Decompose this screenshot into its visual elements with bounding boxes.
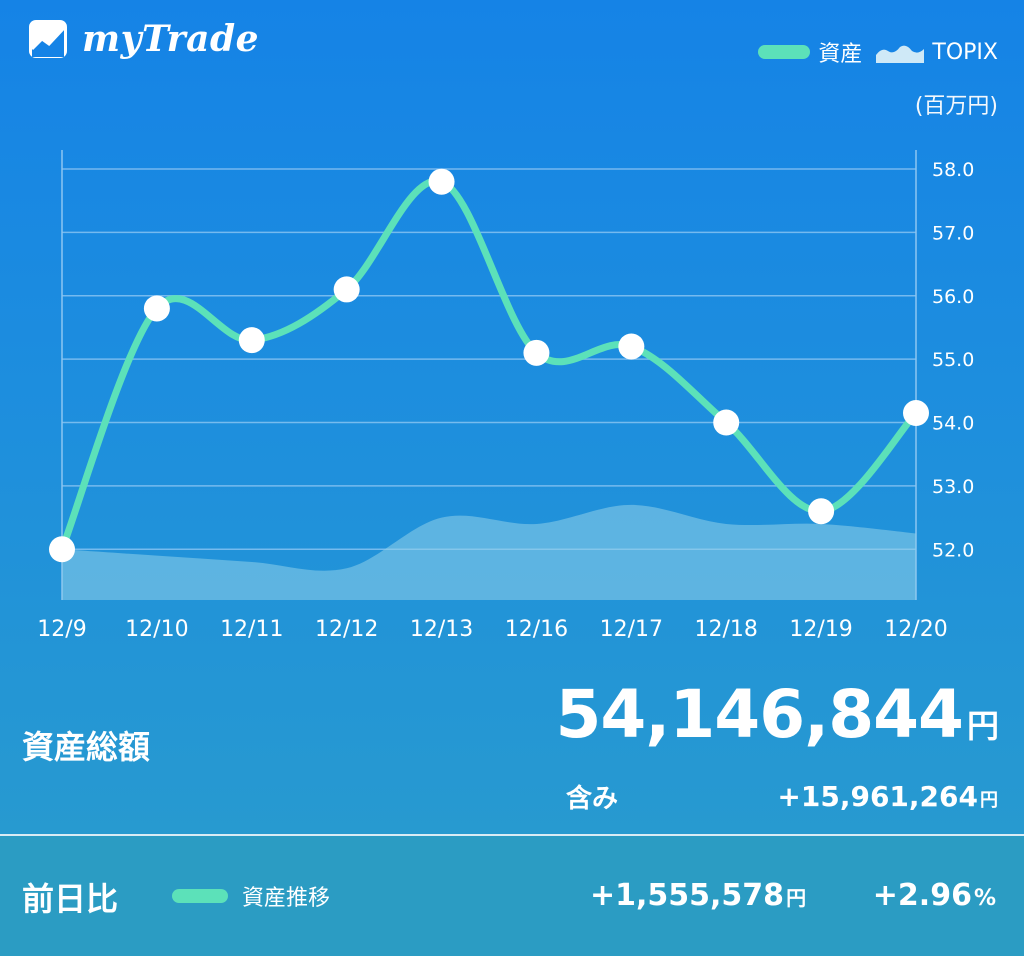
area-swatch-icon — [876, 45, 925, 63]
x-tick-label: 12/18 — [695, 617, 758, 642]
x-tick-label: 12/20 — [884, 617, 947, 642]
diff-unit: 円 — [786, 886, 807, 910]
x-tick-label: 12/10 — [125, 617, 188, 642]
app-logo: myTrade — [28, 18, 259, 60]
x-tick-label: 12/13 — [410, 617, 473, 642]
previous-day-label: 前日比 — [22, 880, 119, 918]
asset-point — [523, 339, 550, 366]
x-tick-label: 12/19 — [789, 617, 852, 642]
divider — [0, 834, 1024, 836]
trend-logo-icon — [29, 20, 67, 58]
x-tick-label: 12/12 — [315, 617, 378, 642]
diff-amount: +1,555,578 — [590, 878, 785, 913]
asset-point — [618, 333, 645, 360]
legend-topix-label: TOPIX — [932, 39, 998, 65]
percent-value: +2.96 — [872, 878, 972, 913]
x-tick-label: 12/17 — [600, 617, 663, 642]
legend-topix: TOPIX — [876, 40, 998, 65]
asset-trend-label: 資産推移 — [242, 886, 331, 911]
total-amount: 54,146,844 — [555, 676, 964, 753]
legend-asset: 資産 — [758, 36, 862, 68]
x-tick-label: 12/11 — [220, 617, 283, 642]
unrealized-value: +15,961,264 円 — [777, 780, 998, 813]
y-tick-label: 55.0 — [932, 349, 974, 371]
chart-legend: 資産 TOPIX — [758, 36, 998, 68]
y-tick-label: 54.0 — [932, 413, 974, 435]
asset-point — [143, 295, 170, 322]
y-tick-label: 57.0 — [932, 222, 974, 244]
x-tick-label: 12/16 — [505, 617, 568, 642]
topix-area — [62, 504, 916, 600]
total-assets-label: 資産総額 — [22, 728, 151, 766]
unit-label: (百万円) — [914, 94, 998, 119]
app-title: myTrade — [82, 18, 260, 60]
previous-day-diff: +1,555,578 円 — [590, 878, 806, 913]
legend-asset-label: 資産 — [818, 42, 863, 67]
asset-trend-legend[interactable]: 資産推移 — [172, 880, 330, 912]
asset-point — [808, 498, 835, 525]
asset-point — [903, 400, 929, 427]
asset-point — [713, 409, 740, 436]
unrealized-unit: 円 — [980, 790, 998, 811]
previous-day-percent: +2.96% — [873, 878, 996, 913]
asset-line-swatch — [758, 45, 811, 59]
y-tick-label: 52.0 — [932, 539, 974, 561]
asset-point — [49, 536, 75, 563]
x-tick-label: 12/9 — [37, 617, 86, 642]
percent-unit: % — [973, 886, 996, 911]
footer-bar — [0, 836, 1024, 956]
asset-point — [238, 327, 265, 354]
y-tick-label: 58.0 — [932, 159, 974, 181]
asset-trend-swatch — [172, 889, 228, 903]
asset-chart: 52.0 53.0 54.0 55.0 56.0 57.0 58.0 12/9 12/10 12/… — [37, 150, 974, 642]
unrealized-amount: +15,961,264 — [777, 780, 978, 813]
total-unit: 円 — [966, 707, 999, 745]
unrealized-label: 含み — [566, 784, 619, 814]
asset-line — [58, 177, 920, 553]
asset-point — [333, 276, 360, 303]
y-tick-label: 56.0 — [932, 286, 974, 308]
total-assets-value: 54,146,844 円 — [555, 676, 999, 753]
asset-point — [428, 168, 455, 195]
y-tick-label: 53.0 — [932, 476, 974, 498]
